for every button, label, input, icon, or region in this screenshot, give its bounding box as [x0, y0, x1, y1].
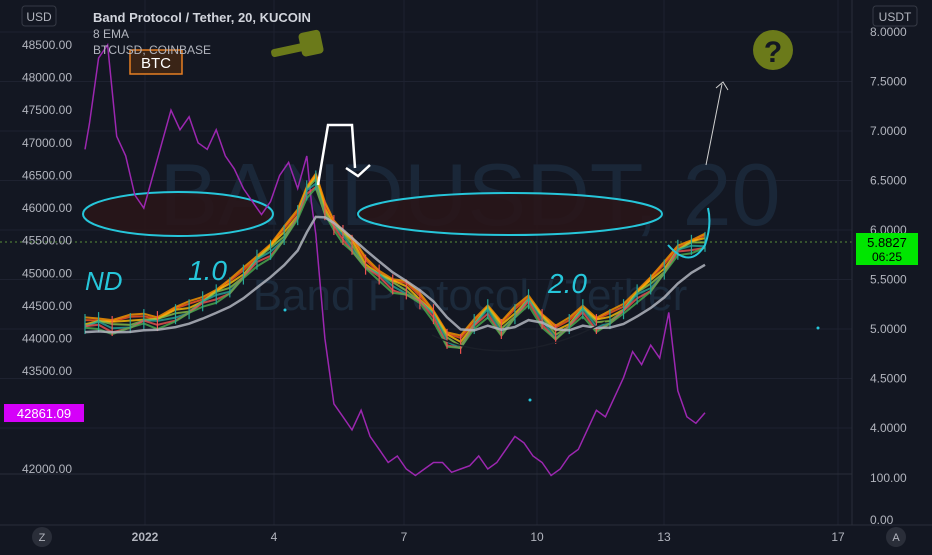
btc-label-box — [129, 49, 183, 75]
cup-right-curve — [667, 207, 711, 259]
time-axis-panel — [0, 525, 932, 550]
left-axis-tick-1: 48000.00 — [22, 71, 72, 85]
left-axis-tick-7: 45000.00 — [22, 266, 72, 280]
band-price-value: 5.8827 — [867, 235, 907, 250]
band-ribbon-strand-5 — [84, 186, 706, 349]
left-axis-tick-0: 48500.00 — [22, 38, 72, 52]
left-axis-tick-2: 47500.00 — [22, 103, 72, 117]
right-axis-tick-2: 7.0000 — [870, 124, 907, 138]
cup-bowl-drawing — [431, 321, 606, 352]
peak-bracket-drawing — [316, 123, 357, 186]
auto-scale-button-label: A — [892, 532, 900, 544]
cup-left-version: 1.0 — [188, 255, 227, 286]
indicator-legend[interactable]: 8 EMA — [93, 27, 129, 41]
gavel-icon — [271, 29, 324, 58]
auto-scale-button[interactable] — [886, 527, 906, 547]
chart-title[interactable]: Band Protocol / Tether, 20, KUCOIN — [93, 10, 311, 25]
time-axis-tick-1: 4 — [271, 530, 278, 544]
btc-label-text: BTC — [141, 55, 171, 72]
btc-line — [84, 42, 706, 477]
right-axis-tick-7: 4.5000 — [870, 372, 907, 386]
right-axis-tick-5: 5.5000 — [870, 273, 907, 287]
cup-right-version: 2.0 — [547, 268, 587, 299]
left-price-axis[interactable]: 48500.00 48000.00 47500.00 47000.00 46500.00… — [22, 38, 72, 476]
down-arrow-drawing — [345, 164, 371, 178]
cup-left-handwriting: ND — [85, 266, 123, 296]
band-price-badge — [856, 233, 918, 265]
time-axis-tick-0: 2022 — [132, 530, 159, 544]
time-axis[interactable]: 2022 4 7 10 13 17 — [132, 530, 845, 544]
left-currency-label: USD — [26, 10, 52, 24]
right-currency-label: USDT — [879, 10, 912, 24]
btc-price-value: 42861.09 — [17, 406, 71, 421]
left-axis-tick-10: 43500.00 — [22, 364, 72, 378]
band-price-ribbon — [84, 170, 706, 354]
zoom-button[interactable] — [32, 527, 52, 547]
right-axis-tick-3: 6.5000 — [870, 174, 907, 188]
left-axis-tick-6: 45500.00 — [22, 234, 72, 248]
cup-ellipse-right — [357, 192, 663, 236]
overlay-legend[interactable]: BTCUSD, COINBASE — [93, 43, 211, 57]
grid-lines — [0, 0, 852, 525]
right-currency-badge[interactable] — [872, 5, 918, 27]
band-ribbon-strand-6 — [84, 171, 706, 337]
time-axis-tick-2: 7 — [401, 530, 408, 544]
btc-price-badge — [4, 404, 84, 422]
left-axis-tick-4: 46500.00 — [22, 168, 72, 182]
volume-axis[interactable]: 100.00 0.00 — [870, 471, 907, 527]
time-axis-tick-4: 13 — [657, 530, 671, 544]
question-mark-text: ? — [764, 36, 782, 69]
left-axis-tick-9: 44000.00 — [22, 332, 72, 346]
left-currency-badge[interactable] — [21, 5, 57, 27]
right-axis-tick-1: 7.5000 — [870, 75, 907, 89]
up-arrow-head — [715, 81, 729, 91]
left-axis-tick-3: 47000.00 — [22, 136, 72, 150]
time-axis-tick-5: 17 — [831, 530, 845, 544]
volume-axis-tick-0: 100.00 — [870, 471, 907, 485]
left-axis-tick-8: 44500.00 — [22, 299, 72, 313]
right-axis-tick-8: 4.0000 — [870, 421, 907, 435]
cup-ellipse-left — [82, 191, 274, 237]
up-arrow-line — [705, 83, 723, 166]
right-price-axis[interactable]: 8.00007.50007.00006.50006.00005.50005.00… — [870, 25, 907, 435]
drawing-dot — [528, 398, 532, 402]
left-axis-tick-11: 42000.00 — [22, 462, 72, 476]
countdown-timer: 06:25 — [872, 250, 902, 264]
band-ribbon-strand-4 — [84, 185, 706, 350]
watermark-name: Band Protocol / Tether — [253, 271, 688, 320]
left-axis-tick-5: 46000.00 — [22, 201, 72, 215]
volume-axis-tick-1: 0.00 — [870, 513, 894, 527]
drawing-dot — [816, 326, 820, 330]
ema-line — [84, 215, 706, 334]
right-axis-tick-0: 8.0000 — [870, 25, 907, 39]
time-axis-tick-3: 10 — [530, 530, 544, 544]
question-mark-icon — [753, 30, 793, 70]
zoom-button-label: Z — [39, 532, 46, 544]
right-axis-tick-6: 5.0000 — [870, 322, 907, 336]
drawing-dot — [283, 308, 287, 312]
